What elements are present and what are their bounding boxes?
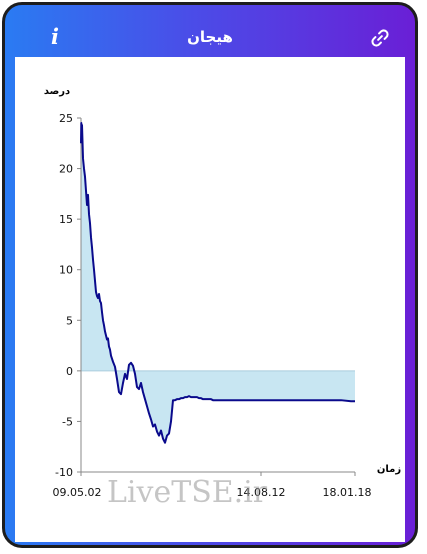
y-tick-label: 0 — [66, 365, 73, 378]
y-tick-label: 5 — [66, 314, 73, 327]
y-tick-label: -10 — [55, 466, 73, 479]
y-tick-label: -5 — [62, 415, 73, 428]
app-header: i هیجان — [5, 5, 415, 57]
chart-card: 25 20 15 10 5 0 -5 -10 09.05.02 14.08.12 18.01.18 … — [15, 57, 405, 542]
y-tick-label: 10 — [59, 264, 73, 277]
link-icon[interactable] — [369, 27, 391, 49]
y-axis-label: درصد — [44, 86, 70, 97]
y-tick-label: 15 — [59, 213, 73, 226]
axes-layer: 25 20 15 10 5 0 -5 -10 09.05.02 14.08.12 18.01.18 — [53, 112, 372, 499]
area-fill — [81, 123, 355, 443]
y-tick-label: 25 — [59, 112, 73, 125]
y-tick-label: 20 — [59, 163, 73, 176]
series-line — [80, 122, 355, 444]
series-line-layer — [80, 122, 355, 444]
page-title: هیجان — [187, 28, 233, 46]
watermark: LiveTSE.ir — [107, 475, 268, 510]
x-tick-label: 18.01.18 — [323, 486, 372, 499]
x-axis-label: زمان — [377, 464, 401, 475]
app-frame: i هیجان 25 20 15 10 5 0 -5 -10 09.05.02 14.08.12 1… — [2, 2, 418, 548]
info-icon[interactable]: i — [51, 24, 59, 49]
area-fill-layer — [81, 123, 355, 443]
x-tick-label: 14.08.12 — [237, 486, 286, 499]
x-tick-label: 09.05.02 — [53, 486, 102, 499]
